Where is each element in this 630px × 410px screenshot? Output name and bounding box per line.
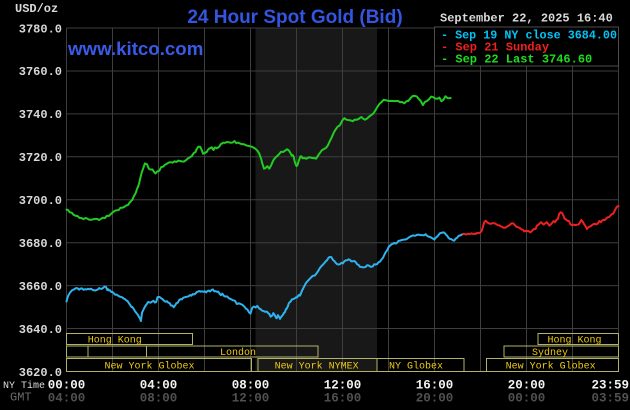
svg-text:3640.0: 3640.0: [19, 323, 62, 337]
svg-text:20:00: 20:00: [416, 392, 454, 406]
svg-text:NY Time: NY Time: [3, 380, 45, 392]
svg-text:16:00: 16:00: [324, 392, 362, 406]
svg-text:20:00: 20:00: [508, 379, 546, 393]
svg-text:London: London: [220, 347, 256, 359]
svg-text:12:00: 12:00: [324, 379, 362, 393]
svg-text:- Sep 21 Sunday: - Sep 21 Sunday: [441, 41, 549, 55]
svg-text:GMT: GMT: [10, 391, 32, 405]
svg-text:03:59: 03:59: [591, 392, 629, 406]
svg-text:- Sep 22 Last 3746.60: - Sep 22 Last 3746.60: [441, 53, 592, 67]
svg-text:New York Globex: New York Globex: [104, 361, 194, 373]
svg-text:3680.0: 3680.0: [19, 237, 62, 251]
svg-text:USD/oz: USD/oz: [15, 2, 58, 16]
svg-text:00:00: 00:00: [48, 379, 86, 393]
svg-text:September 22, 2025 16:40: September 22, 2025 16:40: [440, 12, 613, 26]
svg-text:3720.0: 3720.0: [19, 151, 62, 165]
svg-text:Sydney: Sydney: [532, 347, 568, 359]
svg-text:Hong Kong: Hong Kong: [88, 336, 142, 347]
svg-text:04:00: 04:00: [140, 379, 178, 393]
svg-text:08:00: 08:00: [140, 392, 178, 406]
svg-text:New York NYMEX: New York NYMEX: [275, 361, 359, 373]
svg-text:04:00: 04:00: [48, 392, 86, 406]
svg-text:12:00: 12:00: [232, 392, 270, 406]
svg-text:Hong Kong: Hong Kong: [547, 336, 601, 347]
svg-text:3700.0: 3700.0: [19, 194, 62, 208]
svg-text:3740.0: 3740.0: [19, 108, 62, 122]
svg-text:00:00: 00:00: [508, 392, 546, 406]
svg-text:3780.0: 3780.0: [19, 22, 62, 36]
svg-text:23:59: 23:59: [591, 379, 629, 393]
svg-text:24 Hour Spot Gold (Bid): 24 Hour Spot Gold (Bid): [187, 7, 402, 28]
svg-text:- Sep 19 NY close 3684.00: - Sep 19 NY close 3684.00: [441, 29, 617, 43]
svg-text:New York Globex: New York Globex: [506, 361, 596, 373]
svg-text:3660.0: 3660.0: [19, 280, 62, 294]
svg-text:3760.0: 3760.0: [19, 65, 62, 79]
svg-text:08:00: 08:00: [232, 379, 270, 393]
svg-text:NY Globex: NY Globex: [389, 361, 443, 373]
svg-text:16:00: 16:00: [416, 379, 454, 393]
svg-text:3620.0: 3620.0: [19, 366, 62, 380]
svg-text:www.kitco.com: www.kitco.com: [67, 38, 203, 59]
